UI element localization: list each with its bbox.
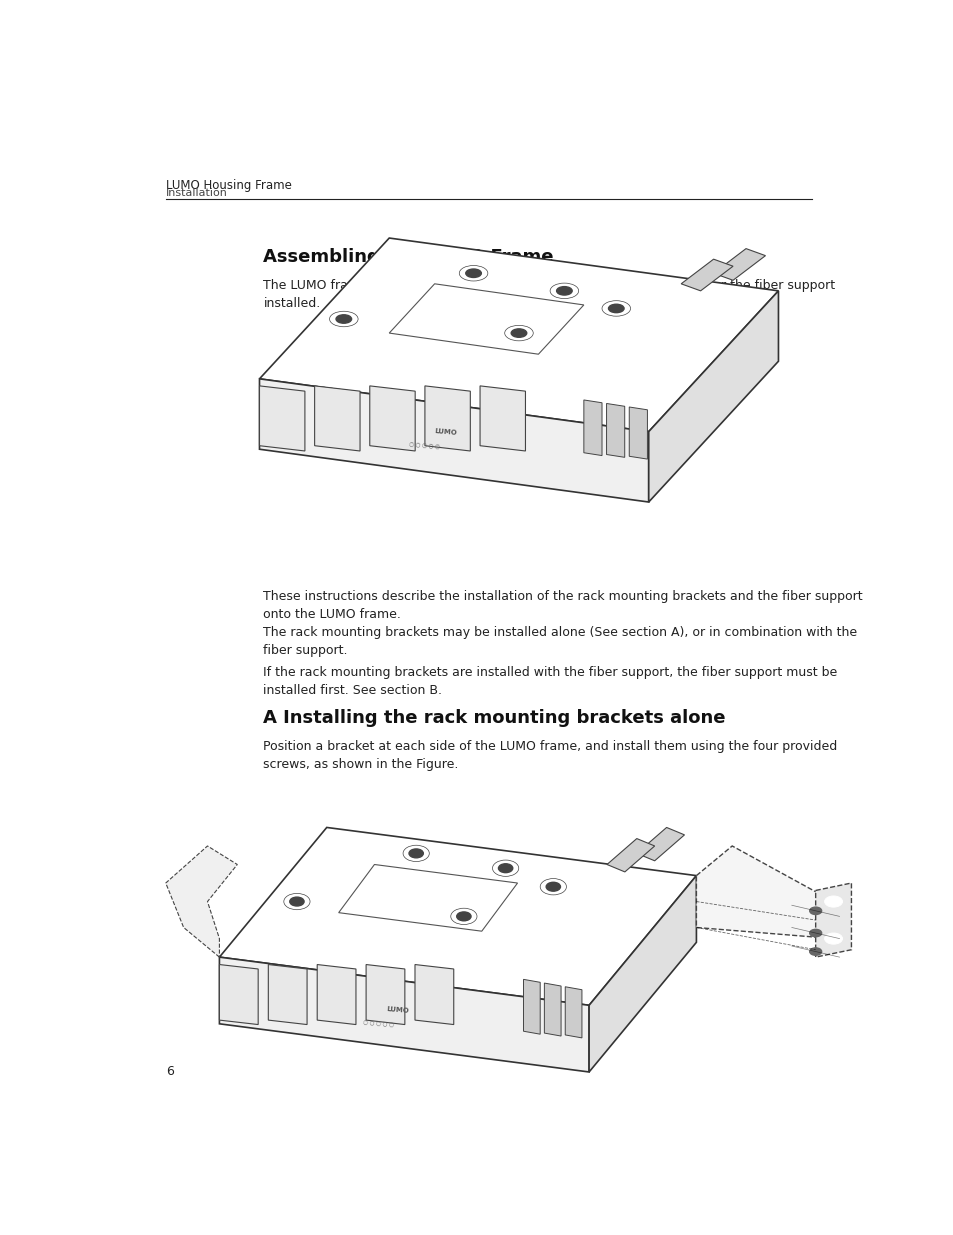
Polygon shape xyxy=(696,846,833,939)
Polygon shape xyxy=(219,827,696,1005)
Text: 6: 6 xyxy=(166,1066,173,1078)
Text: Position a bracket at each side of the LUMO frame, and install them using the fo: Position a bracket at each side of the L… xyxy=(263,740,837,771)
Text: LUMO: LUMO xyxy=(435,429,457,436)
Text: Installation: Installation xyxy=(166,188,228,198)
Polygon shape xyxy=(606,839,654,872)
Text: The LUMO frame is shipped with neither the frame mounting brackets nor the fiber: The LUMO frame is shipped with neither t… xyxy=(263,279,835,310)
Polygon shape xyxy=(370,385,415,451)
Circle shape xyxy=(809,948,821,956)
Text: If the rack mounting brackets are installed with the fiber support, the fiber su: If the rack mounting brackets are instal… xyxy=(263,667,837,698)
Polygon shape xyxy=(259,379,648,503)
Polygon shape xyxy=(366,965,404,1025)
Polygon shape xyxy=(680,259,732,291)
Polygon shape xyxy=(268,965,307,1025)
Circle shape xyxy=(545,882,559,892)
Polygon shape xyxy=(166,846,237,957)
Polygon shape xyxy=(338,864,517,931)
Text: ○ ○ ○ ○ ○: ○ ○ ○ ○ ○ xyxy=(362,1019,394,1026)
Polygon shape xyxy=(713,248,764,280)
Polygon shape xyxy=(219,957,588,1072)
Polygon shape xyxy=(648,291,778,503)
Polygon shape xyxy=(314,385,359,451)
Polygon shape xyxy=(479,385,525,451)
Text: LUMO Housing Frame: LUMO Housing Frame xyxy=(166,179,292,191)
Text: A Installing the rack mounting brackets alone: A Installing the rack mounting brackets … xyxy=(263,709,725,727)
Polygon shape xyxy=(259,385,305,451)
Polygon shape xyxy=(544,983,560,1036)
Polygon shape xyxy=(415,965,454,1025)
Circle shape xyxy=(556,287,572,295)
Text: These instructions describe the installation of the rack mounting brackets and t: These instructions describe the installa… xyxy=(263,590,862,621)
Polygon shape xyxy=(583,400,601,456)
Polygon shape xyxy=(424,385,470,451)
Polygon shape xyxy=(588,876,696,1072)
Polygon shape xyxy=(523,979,539,1034)
Polygon shape xyxy=(636,827,683,861)
Polygon shape xyxy=(629,408,647,459)
Circle shape xyxy=(809,906,821,914)
Text: ○ ○ ○ ○ ○: ○ ○ ○ ○ ○ xyxy=(408,441,439,448)
Circle shape xyxy=(497,863,512,873)
Circle shape xyxy=(823,897,841,906)
Polygon shape xyxy=(815,883,850,957)
Circle shape xyxy=(809,929,821,936)
Circle shape xyxy=(465,269,481,278)
Polygon shape xyxy=(219,965,258,1025)
Circle shape xyxy=(409,848,423,858)
Polygon shape xyxy=(389,284,583,354)
Polygon shape xyxy=(316,965,355,1025)
Polygon shape xyxy=(259,238,778,432)
Circle shape xyxy=(335,315,352,324)
Polygon shape xyxy=(564,987,581,1037)
Circle shape xyxy=(608,304,623,312)
Circle shape xyxy=(823,934,841,945)
Circle shape xyxy=(456,911,471,921)
Text: Assembling the LUMO Frame: Assembling the LUMO Frame xyxy=(263,248,554,266)
Text: The rack mounting brackets may be installed alone (See section A), or in combina: The rack mounting brackets may be instal… xyxy=(263,626,857,657)
Polygon shape xyxy=(606,404,624,457)
Text: LUMO: LUMO xyxy=(386,1005,409,1014)
Circle shape xyxy=(290,897,304,906)
Circle shape xyxy=(511,329,526,337)
